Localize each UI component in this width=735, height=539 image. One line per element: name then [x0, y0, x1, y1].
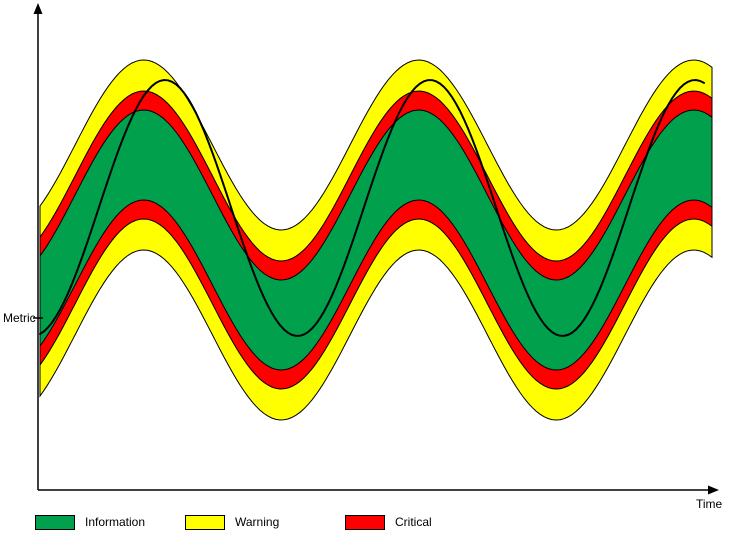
legend-item-critical: Critical: [345, 513, 432, 531]
x-axis-label: Time: [696, 497, 723, 511]
metric-line: [39, 78, 705, 337]
legend-item-information: Information: [35, 513, 145, 531]
axes: [33, 3, 719, 495]
information-band: [39, 109, 713, 371]
legend-label: Critical: [395, 515, 432, 529]
warning-swatch: [185, 514, 225, 530]
x-axis-arrow-icon: [708, 485, 719, 495]
critical-swatch: [345, 514, 385, 530]
information-swatch: [35, 514, 75, 530]
threshold-bands: [39, 59, 713, 421]
legend-label: Warning: [235, 515, 280, 529]
y-axis-label: Metric: [3, 311, 36, 325]
legend-label: Information: [85, 515, 146, 529]
legend-item-warning: Warning: [185, 513, 279, 531]
y-axis-arrow-icon: [33, 3, 43, 14]
